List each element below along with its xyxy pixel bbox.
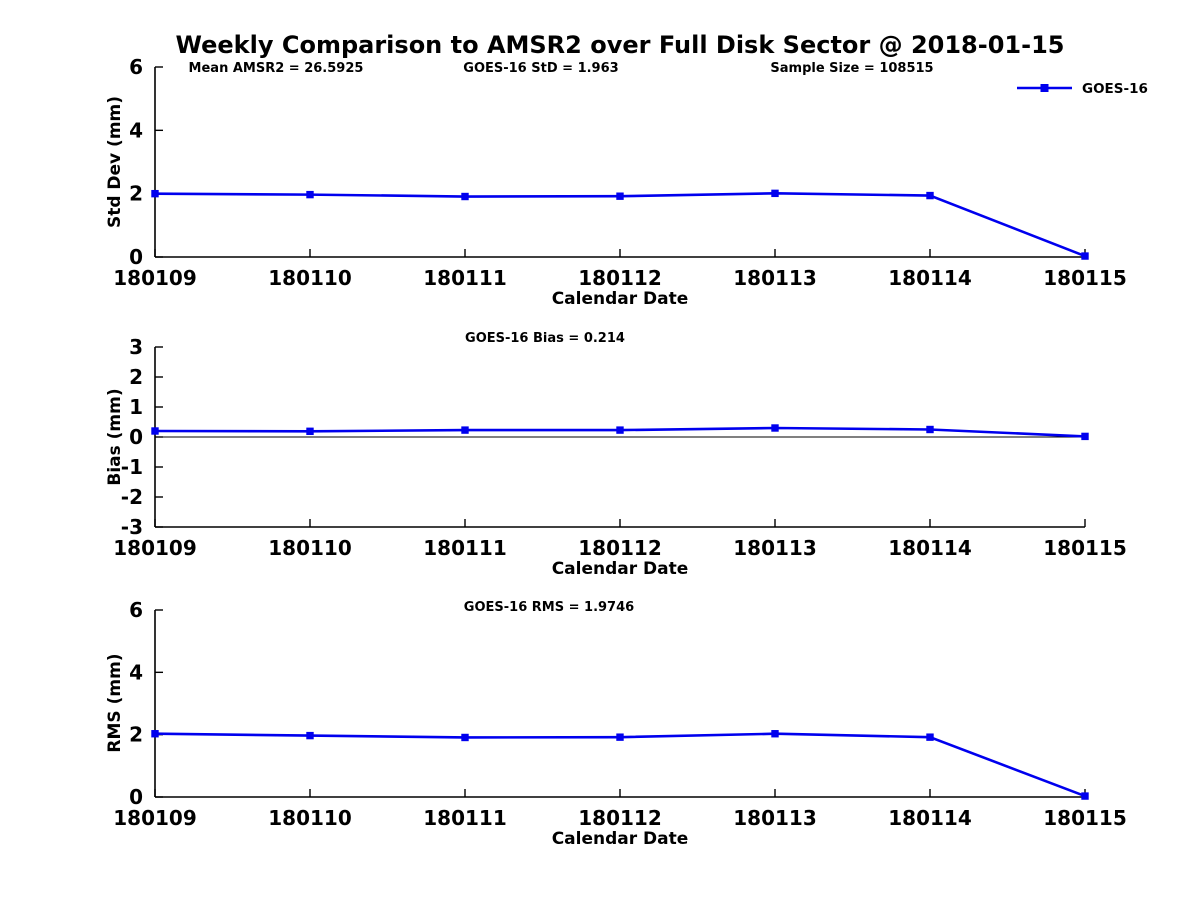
data-point-180110 [306,731,314,740]
annotation-goes16-std: GOES-16 StD = 1.963 [463,61,618,76]
data-point-180111 [461,426,469,434]
x-tick-label: 180115 [1043,806,1127,830]
rms-chart: GOES-16 RMS = 1.9746 RMS (mm) Calendar D… [105,598,1127,849]
x-tick-label: 180110 [268,806,352,830]
x-axis-label-stddev: Calendar Date [552,289,689,309]
plot-area-stddev: 0 2 4 6 180109 180110 180111 180112 180113 180114… [113,55,1127,290]
y-tick-label: 4 [129,118,143,142]
x-tick-label: 180109 [113,536,197,560]
y-axis-label-bias: Bias (mm) [105,388,125,485]
y-tick-label: 2 [129,182,143,206]
y-tick-label: -2 [121,485,143,509]
figure-title: Weekly Comparison to AMSR2 over Full Dis… [175,31,1065,59]
x-tick-label: 180109 [113,266,197,290]
y-tick-label: 0 [129,425,143,449]
y-tick-label: -3 [121,515,143,539]
y-tick-label: 4 [129,660,143,684]
data-point-180115 [1081,432,1089,441]
y-axis-label-rms: RMS (mm) [105,653,125,752]
data-point-180114 [926,733,934,741]
x-tick-label: 180113 [733,266,817,290]
x-axis-label-bias: Calendar Date [552,559,689,579]
x-tick-label: 180114 [888,806,972,830]
x-axis-label-rms: Calendar Date [552,829,689,849]
stddev-chart: Mean AMSR2 = 26.5925 GOES-16 StD = 1.963… [105,55,1148,309]
x-tick-label: 180110 [268,266,352,290]
data-point-180112 [616,733,624,741]
data-point-180113 [771,730,779,738]
x-tick-label: 180113 [733,806,817,830]
x-tick-label: 180109 [113,806,197,830]
x-tick-label: 180114 [888,536,972,560]
plot-area-bias: -3 -2 -1 0 1 2 3 180109 180110 180111 180112 180113… [113,335,1127,560]
data-point-180112 [616,426,624,434]
data-point-180111 [461,733,469,742]
data-point-180114 [926,191,934,200]
y-tick-label: 6 [129,55,143,79]
x-tick-label: 180114 [888,266,972,290]
annotation-mean-amsr2: Mean AMSR2 = 26.5925 [189,61,364,76]
annotation-goes16-rms: GOES-16 RMS = 1.9746 [464,600,634,615]
y-tick-label: 6 [129,598,143,622]
data-point-180113 [771,424,779,432]
data-point-180115 [1081,792,1089,800]
data-point-180113 [771,189,779,198]
y-tick-label: 0 [129,245,143,269]
y-tick-label: 0 [129,785,143,809]
data-point-180110 [306,427,314,435]
data-point-180109 [151,189,159,198]
legend: GOES-16 [1017,81,1148,97]
x-tick-label: 180115 [1043,266,1127,290]
data-point-180115 [1081,252,1089,260]
legend-marker [1040,84,1049,92]
x-tick-label: 180111 [423,266,507,290]
y-axis-label-stddev: Std Dev (mm) [105,96,125,228]
data-point-180114 [926,425,934,434]
x-tick-label: 180113 [733,536,817,560]
plot-area-rms: 0 2 4 6 180109 180110 180111 180112 180113 180114… [113,598,1127,830]
x-tick-label: 180112 [578,266,662,290]
x-tick-label: 180112 [578,806,662,830]
data-point-180109 [151,730,159,738]
x-tick-label: 180112 [578,536,662,560]
annotation-goes16-bias: GOES-16 Bias = 0.214 [465,331,625,346]
y-tick-label: 1 [129,395,143,419]
x-tick-label: 180111 [423,536,507,560]
series-line-goes-16 [154,732,1086,798]
y-tick-label: 2 [129,365,143,389]
data-point-180109 [151,427,159,435]
x-tick-label: 180110 [268,536,352,560]
bias-chart: GOES-16 Bias = 0.214 Bias (mm) Calendar … [105,331,1127,579]
y-tick-label: -1 [121,455,143,479]
series-line-goes-16 [154,192,1086,258]
data-point-180111 [461,192,469,201]
x-tick-label: 180111 [423,806,507,830]
annotation-sample-size: Sample Size = 108515 [770,61,933,76]
x-tick-label: 180115 [1043,536,1127,560]
data-point-180110 [306,190,314,199]
y-tick-label: 3 [129,335,143,359]
data-point-180112 [616,192,624,200]
legend-label: GOES-16 [1082,81,1148,97]
y-tick-label: 2 [129,723,143,747]
